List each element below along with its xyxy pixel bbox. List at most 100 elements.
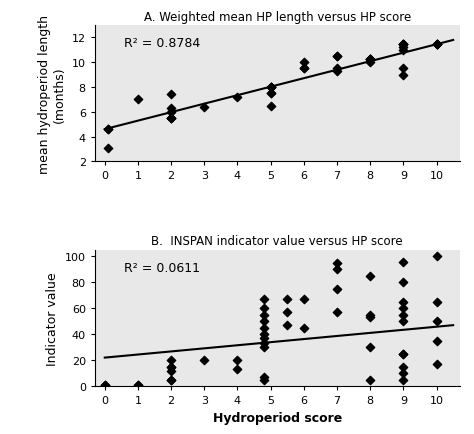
Point	[433, 41, 440, 48]
Point	[267, 103, 274, 110]
Point	[333, 266, 341, 273]
Point	[333, 66, 341, 73]
Point	[400, 370, 407, 377]
Point	[400, 318, 407, 325]
Point	[267, 84, 274, 91]
Point	[167, 357, 175, 364]
Point	[134, 381, 142, 388]
Point	[234, 94, 241, 101]
Point	[167, 115, 175, 122]
Point	[260, 376, 268, 383]
Point	[267, 91, 274, 98]
Point	[260, 296, 268, 303]
Point	[366, 376, 374, 383]
Point	[400, 45, 407, 52]
Point	[260, 335, 268, 342]
Point	[167, 376, 175, 383]
Point	[366, 56, 374, 63]
Point	[167, 363, 175, 370]
Point	[283, 296, 291, 303]
Point	[333, 53, 341, 60]
Point	[366, 312, 374, 319]
Point	[167, 115, 175, 122]
Point	[400, 259, 407, 266]
Point	[400, 312, 407, 319]
Point	[167, 109, 175, 116]
Point	[400, 299, 407, 306]
Point	[300, 59, 308, 66]
Point	[433, 41, 440, 48]
Point	[134, 97, 142, 104]
Point	[234, 366, 241, 373]
Point	[167, 115, 175, 122]
Point	[400, 41, 407, 48]
Point	[104, 126, 112, 133]
Point	[167, 92, 175, 99]
Point	[201, 104, 208, 111]
Point	[400, 350, 407, 357]
Point	[366, 56, 374, 63]
Point	[333, 260, 341, 267]
Point	[433, 41, 440, 48]
Point	[433, 361, 440, 368]
Point	[433, 253, 440, 260]
Point	[333, 309, 341, 316]
Point	[400, 72, 407, 79]
Point	[134, 381, 142, 388]
Point	[400, 376, 407, 383]
Title: B.  INSPAN indicator value versus HP score: B. INSPAN indicator value versus HP scor…	[152, 235, 403, 248]
Point	[260, 318, 268, 325]
Point	[167, 376, 175, 383]
Point	[433, 318, 440, 325]
Point	[333, 68, 341, 75]
Point	[260, 344, 268, 351]
Point	[433, 41, 440, 48]
Point	[234, 357, 241, 364]
Point	[333, 53, 341, 60]
Point	[300, 66, 308, 73]
Point	[400, 47, 407, 54]
Point	[400, 350, 407, 357]
Point	[366, 314, 374, 321]
Point	[300, 325, 308, 332]
Point	[101, 381, 109, 388]
Point	[433, 299, 440, 306]
Point	[400, 363, 407, 370]
Y-axis label: mean hydroperiod length
(months): mean hydroperiod length (months)	[38, 15, 66, 173]
Title: A. Weighted mean HP length versus HP score: A. Weighted mean HP length versus HP sco…	[144, 10, 411, 23]
Point	[267, 84, 274, 91]
Point	[260, 325, 268, 332]
Point	[400, 305, 407, 312]
Point	[167, 363, 175, 370]
Text: R² = 0.0611: R² = 0.0611	[124, 261, 200, 274]
Point	[260, 331, 268, 338]
Point	[260, 340, 268, 347]
Point	[201, 357, 208, 364]
Point	[267, 91, 274, 98]
Point	[267, 84, 274, 91]
Point	[267, 84, 274, 91]
Point	[260, 305, 268, 312]
Y-axis label: Indicator value: Indicator value	[46, 272, 59, 365]
Point	[300, 66, 308, 73]
Point	[104, 126, 112, 133]
Point	[366, 59, 374, 66]
Point	[400, 41, 407, 48]
Point	[366, 344, 374, 351]
Point	[167, 367, 175, 374]
Point	[400, 41, 407, 48]
Point	[400, 41, 407, 48]
Point	[167, 105, 175, 112]
Point	[400, 279, 407, 286]
Point	[400, 66, 407, 73]
Point	[333, 286, 341, 293]
Point	[101, 381, 109, 388]
Point	[283, 309, 291, 316]
Point	[433, 338, 440, 345]
Point	[260, 374, 268, 381]
Point	[283, 322, 291, 329]
Point	[300, 296, 308, 303]
X-axis label: Hydroperiod score: Hydroperiod score	[213, 411, 342, 424]
Point	[366, 56, 374, 63]
Point	[366, 56, 374, 63]
